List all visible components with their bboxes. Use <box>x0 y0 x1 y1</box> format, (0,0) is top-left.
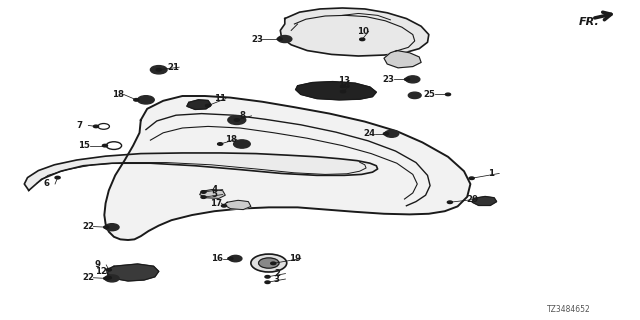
Text: 1: 1 <box>488 169 493 178</box>
Polygon shape <box>104 96 470 240</box>
Circle shape <box>104 277 109 280</box>
Circle shape <box>201 191 206 193</box>
Polygon shape <box>187 100 211 109</box>
Circle shape <box>259 258 279 268</box>
Text: 4: 4 <box>211 185 218 194</box>
Circle shape <box>150 66 167 74</box>
Text: 22: 22 <box>82 222 94 231</box>
Text: 3: 3 <box>274 275 280 284</box>
Text: 5: 5 <box>211 190 217 199</box>
Circle shape <box>228 116 246 124</box>
Text: 19: 19 <box>289 254 301 263</box>
Circle shape <box>360 38 365 41</box>
Circle shape <box>228 257 233 260</box>
Circle shape <box>105 275 119 282</box>
Circle shape <box>251 254 287 272</box>
Circle shape <box>138 96 154 104</box>
Text: 12: 12 <box>95 267 107 276</box>
Circle shape <box>277 38 282 40</box>
Text: 16: 16 <box>211 254 223 263</box>
Circle shape <box>271 262 276 265</box>
Text: 25: 25 <box>424 90 436 99</box>
Circle shape <box>406 76 420 83</box>
Polygon shape <box>280 8 429 56</box>
Circle shape <box>221 204 227 207</box>
Text: 10: 10 <box>357 27 369 36</box>
Circle shape <box>234 119 239 121</box>
Text: 18: 18 <box>112 90 124 99</box>
Text: 24: 24 <box>364 129 376 138</box>
Text: 15: 15 <box>78 141 90 150</box>
Circle shape <box>134 99 139 101</box>
Circle shape <box>229 255 242 262</box>
Text: 18: 18 <box>225 135 237 144</box>
Text: 23: 23 <box>251 35 263 44</box>
Circle shape <box>265 276 270 278</box>
Circle shape <box>383 132 388 135</box>
Circle shape <box>156 68 161 71</box>
Polygon shape <box>296 82 376 100</box>
Polygon shape <box>24 153 378 190</box>
Text: 2: 2 <box>274 269 280 278</box>
Circle shape <box>55 176 60 179</box>
Circle shape <box>469 177 474 180</box>
Circle shape <box>404 78 410 81</box>
Polygon shape <box>224 200 251 210</box>
Circle shape <box>340 85 346 88</box>
Circle shape <box>102 144 108 147</box>
Text: 17: 17 <box>210 199 222 208</box>
Text: 13: 13 <box>338 76 350 85</box>
Text: 22: 22 <box>82 273 94 282</box>
Text: 8: 8 <box>240 111 246 120</box>
Text: 14: 14 <box>338 81 350 90</box>
Text: 23: 23 <box>383 75 395 84</box>
Polygon shape <box>472 196 497 205</box>
Circle shape <box>385 130 399 137</box>
Polygon shape <box>384 51 421 68</box>
Text: 20: 20 <box>466 195 478 204</box>
Circle shape <box>447 201 452 204</box>
Circle shape <box>445 93 451 96</box>
Circle shape <box>106 276 111 279</box>
Circle shape <box>265 281 270 284</box>
Circle shape <box>105 224 119 231</box>
Text: 9: 9 <box>95 260 100 269</box>
Circle shape <box>234 140 250 148</box>
Circle shape <box>205 104 211 107</box>
Text: 21: 21 <box>168 63 180 72</box>
Circle shape <box>106 268 111 271</box>
Circle shape <box>104 226 109 228</box>
Circle shape <box>340 90 346 93</box>
Text: 11: 11 <box>214 94 227 103</box>
Circle shape <box>218 143 223 145</box>
Text: 6: 6 <box>44 180 49 188</box>
Text: FR.: FR. <box>579 17 600 27</box>
Circle shape <box>408 92 421 99</box>
Polygon shape <box>200 189 225 198</box>
Circle shape <box>278 36 292 43</box>
Polygon shape <box>108 264 159 281</box>
Text: 7: 7 <box>77 121 83 130</box>
Text: TZ3484652: TZ3484652 <box>547 305 591 314</box>
Circle shape <box>201 196 206 198</box>
Circle shape <box>93 125 99 128</box>
